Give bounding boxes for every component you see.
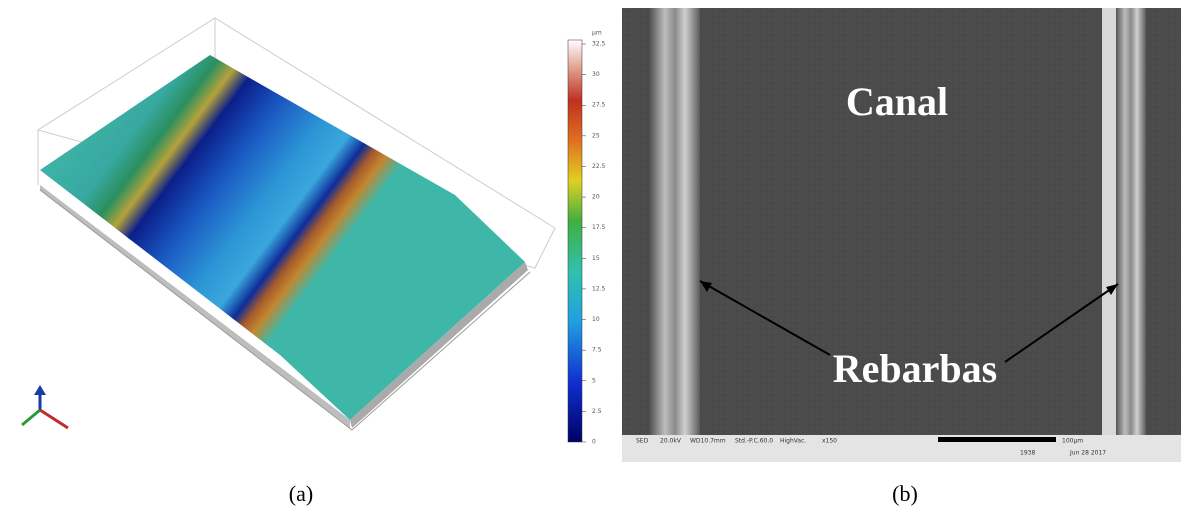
colorbar-tick-label: 7.5 — [592, 347, 602, 354]
colorbar-unit: µm — [592, 30, 602, 37]
info-item: 20.0kV — [660, 438, 682, 445]
colorbar-tick-label: 15 — [592, 255, 600, 262]
canal-label: Canal — [846, 79, 948, 124]
burr-label: Rebarbas — [833, 346, 997, 391]
info-item: HighVac. — [780, 438, 806, 445]
surface — [40, 55, 525, 420]
burr-right — [1116, 8, 1146, 435]
info-item: Std.-P.C.60.0 — [735, 438, 773, 445]
figure: µm 32.5 30 27.5 25 22.5 20 17.5 15 12.5 10 7.5 5 2.5… — [0, 0, 1189, 520]
surface-plot — [22, 18, 555, 430]
colorbar-ticks: 32.5 30 27.5 25 22.5 20 17.5 15 12.5 10 7.5 5 2.5 0 — [582, 41, 606, 446]
info-item: 1938 — [1020, 450, 1035, 457]
orientation-icon — [22, 385, 68, 428]
colorbar-tick-label: 12.5 — [592, 285, 606, 292]
colorbar-tick-label: 5 — [592, 377, 596, 384]
colorbar-tick-label: 30 — [592, 71, 600, 78]
info-item: SED — [636, 438, 649, 445]
edge-right — [1102, 8, 1116, 435]
colorbar-tick-label: 0 — [592, 439, 596, 446]
panel-label: (b) — [892, 481, 918, 506]
scale-bar — [938, 437, 1056, 442]
burr-left — [650, 8, 700, 435]
colorbar-tick-label: 10 — [592, 316, 600, 323]
colorbar-tick-label: 32.5 — [592, 41, 606, 48]
colorbar — [568, 40, 582, 442]
panel-label: (a) — [289, 481, 313, 506]
colorbar-tick-label: 22.5 — [592, 163, 606, 170]
colorbar-tick-label: 25 — [592, 132, 600, 139]
info-item: Jun 28 2017 — [1069, 450, 1106, 457]
info-item: WD10.7mm — [690, 438, 726, 445]
info-item: 100µm — [1062, 438, 1083, 445]
colorbar-tick-label: 17.5 — [592, 224, 606, 231]
colorbar-tick-label: 2.5 — [592, 408, 602, 415]
colorbar-tick-label: 20 — [592, 194, 600, 201]
colorbar-tick-label: 27.5 — [592, 102, 606, 109]
sem-image: SED 20.0kV WD10.7mm Std.-P.C.60.0 HighVac. x1… — [622, 8, 1181, 462]
info-item: x150 — [822, 438, 837, 445]
